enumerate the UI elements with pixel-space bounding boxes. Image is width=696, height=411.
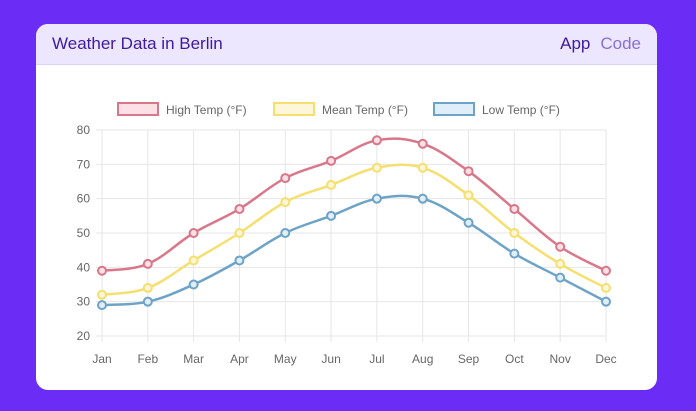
tab-app[interactable]: App bbox=[560, 34, 591, 53]
legend-label: Low Temp (°F) bbox=[482, 103, 560, 117]
data-point bbox=[234, 228, 245, 238]
data-point bbox=[142, 282, 153, 293]
x-tick-label: May bbox=[274, 352, 297, 366]
chart-card: Weather Data in Berlin App Code 20 30 40 50… bbox=[36, 24, 657, 390]
data-point bbox=[463, 190, 474, 201]
legend-swatch bbox=[433, 102, 475, 116]
legend-label: High Temp (°F) bbox=[166, 103, 247, 117]
data-point bbox=[601, 296, 611, 307]
data-point bbox=[97, 265, 107, 276]
data-point bbox=[371, 162, 382, 173]
data-point bbox=[601, 282, 611, 293]
y-tick-label: 60 bbox=[77, 192, 91, 206]
data-point bbox=[417, 193, 428, 204]
series-line bbox=[101, 163, 607, 297]
data-point bbox=[463, 166, 474, 177]
x-tick-label: Apr bbox=[230, 352, 249, 366]
y-tick-label: 20 bbox=[77, 329, 91, 343]
x-tick-label: Jul bbox=[369, 352, 384, 366]
data-point bbox=[417, 138, 428, 149]
view-tabs: App Code bbox=[560, 34, 641, 54]
data-point bbox=[509, 203, 520, 214]
card-title: Weather Data in Berlin bbox=[52, 34, 223, 53]
card-header: Weather Data in Berlin App Code bbox=[36, 24, 657, 65]
data-point bbox=[555, 258, 566, 269]
y-tick-label: 70 bbox=[77, 157, 91, 171]
data-point bbox=[280, 173, 291, 184]
line-chart: 20 30 40 50 60 70 80 Jan Feb Mar Apr May Jun Jul Aug Se… bbox=[77, 102, 617, 366]
data-point bbox=[555, 241, 566, 252]
data-point bbox=[555, 272, 566, 283]
y-tick-label: 80 bbox=[77, 123, 91, 137]
data-point bbox=[188, 255, 199, 266]
data-point bbox=[509, 228, 520, 238]
data-point bbox=[371, 193, 382, 204]
x-tick-label: Aug bbox=[412, 352, 433, 366]
data-point bbox=[417, 162, 428, 173]
data-point bbox=[234, 203, 245, 214]
data-point bbox=[280, 228, 291, 238]
data-point bbox=[509, 248, 520, 259]
x-tick-label: Jan bbox=[92, 352, 111, 366]
data-point bbox=[326, 179, 337, 190]
legend-swatch bbox=[273, 102, 315, 116]
data-point bbox=[97, 289, 107, 300]
x-tick-label: Jun bbox=[321, 352, 340, 366]
x-tick-label: Oct bbox=[505, 352, 524, 366]
data-point bbox=[142, 258, 153, 269]
data-point bbox=[371, 135, 382, 146]
data-point bbox=[463, 217, 474, 228]
data-point bbox=[326, 210, 337, 221]
x-tick-label: Dec bbox=[595, 352, 616, 366]
data-point bbox=[97, 300, 107, 311]
x-tick-label: Sep bbox=[458, 352, 480, 366]
legend-label: Mean Temp (°F) bbox=[322, 103, 408, 117]
x-tick-label: Feb bbox=[137, 352, 158, 366]
data-point bbox=[142, 296, 153, 307]
data-point bbox=[326, 155, 337, 166]
x-tick-label: Mar bbox=[183, 352, 204, 366]
series-line bbox=[101, 194, 607, 307]
data-point bbox=[234, 255, 245, 266]
y-tick-label: 40 bbox=[77, 260, 91, 274]
data-point bbox=[601, 265, 611, 276]
legend-swatch bbox=[117, 102, 159, 116]
y-tick-label: 30 bbox=[77, 295, 91, 309]
y-tick-label: 50 bbox=[77, 226, 91, 240]
series-line bbox=[101, 137, 607, 273]
data-point bbox=[280, 197, 291, 208]
x-tick-label: Nov bbox=[550, 352, 571, 366]
tab-code[interactable]: Code bbox=[600, 34, 641, 53]
data-point bbox=[188, 228, 199, 238]
data-point bbox=[188, 279, 199, 290]
